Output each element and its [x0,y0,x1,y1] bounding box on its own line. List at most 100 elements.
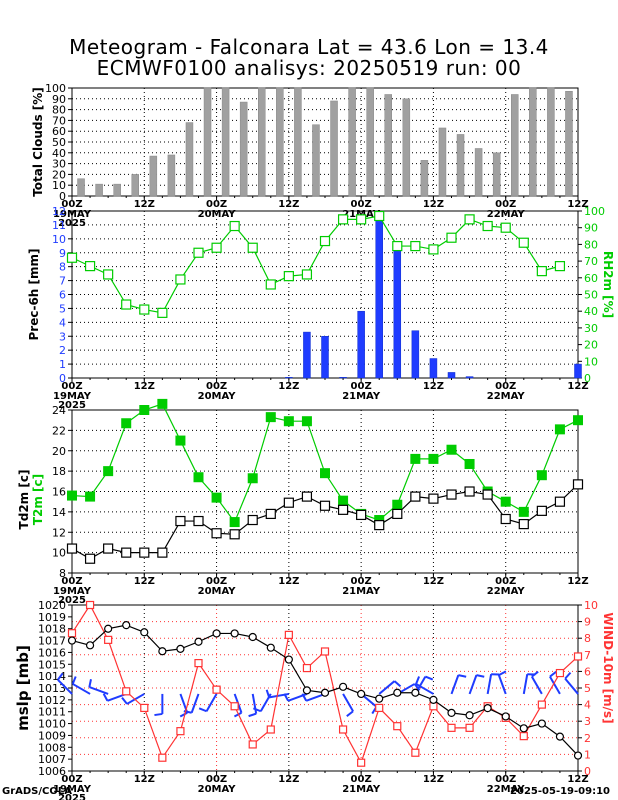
y-tick-label: 11 [52,219,66,232]
t2m-marker [283,416,294,427]
wind-barb-shaft [497,674,507,695]
rh-marker [247,242,258,253]
x-tick-label: 12Z [567,199,588,210]
wind-barb-flag [154,712,163,717]
y-tick-label: 10 [52,233,66,246]
y-tick-label: 14 [52,506,66,519]
mslp-marker [537,719,546,728]
y-tick-label: 1020 [38,599,66,612]
x-tick-label: 12Z [278,199,299,210]
td2m-marker [392,508,403,520]
wind-marker [212,685,221,694]
wind-marker [393,722,402,731]
cloud-bar [366,87,374,197]
td2m-marker [265,508,276,520]
wind-marker [194,658,203,668]
x-tick-label: 00Z [206,576,227,587]
x-tick-label: 00Z [351,381,372,392]
cloud-bar [203,87,212,197]
t2m-marker [301,416,312,427]
cloud-bar [167,154,176,197]
y2-tick-label: 0 [584,765,591,778]
y-tick-label: 0 [59,190,66,203]
wind-marker [320,647,330,656]
t2m-marker [85,491,96,502]
wind-marker [140,703,149,713]
rh-marker [193,247,204,258]
date-label: 21MAY [342,784,381,795]
t2m-marker [554,424,565,435]
x-tick-label: 12Z [423,774,444,785]
wind-barb-shaft [89,686,109,695]
x-tick-label: 12Z [423,199,444,210]
wind-barb-shaft [530,676,543,695]
date-label: 21MAY [342,586,381,597]
wind-barb-flag [88,679,92,688]
td2m-marker [84,553,96,564]
y-tick-label: 22 [52,424,66,437]
cloud-bar [185,122,194,197]
y2-tick-label: 60 [584,272,598,285]
wind-barb-flag [57,672,64,681]
y-tick-label: 1009 [38,729,66,742]
y-tick-label: 1011 [38,706,66,719]
wind-barb-flag [458,674,467,678]
t2m-marker [446,444,457,455]
rh-marker [446,232,457,243]
y2-tick-label: 20 [584,339,598,352]
footer-left-text: GrADS/COLA [2,786,72,797]
rh-marker [554,261,566,272]
y-tick-label: 20 [52,445,66,458]
mslp-marker [519,724,528,733]
wind-barb-shaft [486,674,493,695]
y-tick-label: 8 [59,567,66,580]
y-tick-label: 1015 [38,658,66,671]
wind-marker [230,702,239,711]
mslp-marker [447,708,456,718]
cloud-bar [438,127,447,197]
mslp-marker [465,711,474,720]
y-axis-label: Total Clouds [%] [31,87,45,197]
y2-tick-label: 80 [584,238,598,251]
x-tick-label: 00Z [61,199,82,210]
td2m-marker [193,515,204,527]
x-tick-label: 00Z [351,576,372,587]
date-label: 22MAY [487,586,526,597]
cloud-bar [420,160,429,197]
rh-marker [374,210,385,222]
y-tick-label: 1 [59,358,66,371]
t2m-marker [157,398,168,409]
td2m-marker [301,491,313,502]
mslp-marker [429,695,438,704]
y2-tick-label: 100 [584,205,605,218]
wind-marker [266,725,275,734]
wind-barb-shaft [415,683,434,695]
cloud-bar [511,94,519,197]
rh-marker [103,269,114,280]
x-tick-label: 12Z [134,381,155,392]
y2-tick-label: 1 [584,748,591,761]
mslp-marker [320,688,330,697]
wind-barb-flag [121,697,128,705]
x-tick-label: 00Z [351,774,372,785]
date-label: 20MAY [198,209,237,220]
wind-barb-shaft [564,677,579,695]
t2m-marker [500,496,511,507]
cloud-bar [312,124,320,197]
t2m-marker [247,473,258,484]
wind-barb-shaft [549,676,561,695]
wind-marker [158,753,167,762]
y-tick-label: 4 [59,316,66,329]
wind-barb-flag [252,707,262,713]
chart-title-line2: ECMWF0100 analisys: 20250519 run: 00 [96,56,522,80]
wind-marker [104,635,113,644]
y2-tick-label: 10 [584,355,598,368]
mslp-marker [393,688,402,697]
precip-bar [574,363,582,379]
precip-bar [465,376,474,379]
mslp-marker [411,688,420,697]
y-axis-label: mslp [mb] [14,645,32,731]
cloud-bar [456,134,465,197]
mslp-marker [230,629,239,638]
